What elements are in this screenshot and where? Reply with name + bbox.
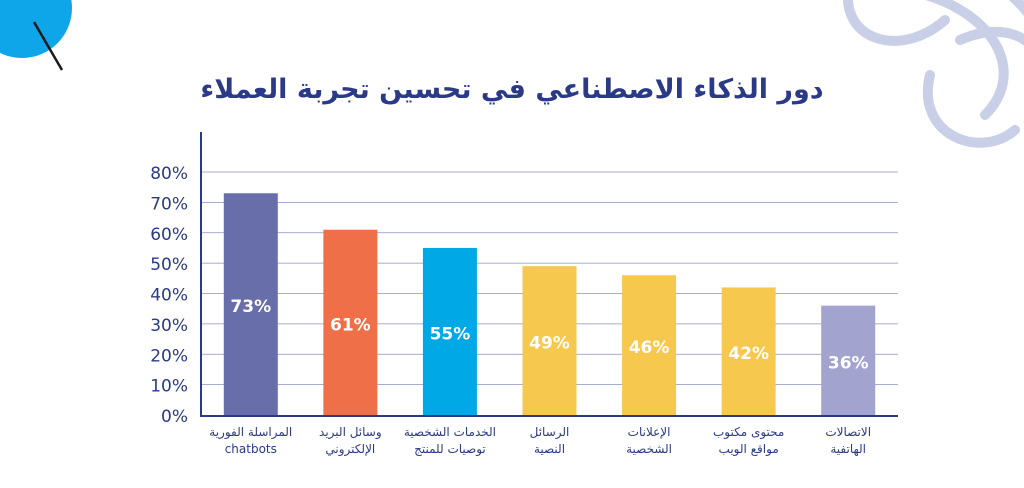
bar [223, 193, 278, 415]
category-label: النصية [534, 442, 565, 456]
category-label: محتوى مكتوب [713, 425, 784, 440]
category-label: الهاتفية [830, 442, 866, 456]
y-tick-labels: 0% 10% 20% 30% 40% 50% 60% 70% 80% [150, 164, 188, 427]
category-label: الخدمات الشخصية [404, 425, 496, 439]
bars-group: 73% 61% 55% 49% 46% 42% 36% [223, 193, 876, 415]
category-label: الرسائل [530, 425, 570, 440]
y-tick-label: 60% [150, 225, 188, 245]
y-tick-label: 40% [150, 286, 188, 306]
y-tick-label: 20% [150, 346, 188, 366]
bar [422, 247, 477, 415]
category-label: مواقع الويب [719, 442, 779, 457]
y-tick-label: 10% [150, 377, 188, 397]
category-label: الاتصالات [825, 425, 871, 439]
bar-value-label: 49% [529, 334, 570, 354]
bar [323, 229, 378, 415]
category-label: وسائل البريد [319, 425, 382, 440]
bar [622, 275, 677, 415]
y-tick-label: 50% [150, 255, 188, 275]
category-labels: المراسلة الفورية chatbots وسائل البريد الإل… [209, 425, 871, 457]
bar [721, 287, 776, 415]
category-label: الإعلانات [628, 425, 671, 439]
bar-value-label: 42% [728, 344, 769, 364]
bar [522, 266, 577, 415]
bar-value-label: 61% [330, 315, 371, 335]
category-label: الإلكتروني [325, 442, 375, 457]
bar-value-label: 55% [430, 324, 471, 344]
bar [821, 305, 876, 415]
bar-value-label: 46% [629, 338, 670, 358]
category-label: الشخصية [626, 442, 672, 456]
decor-knot-graphic [843, 0, 1024, 148]
y-tick-label: 80% [150, 164, 188, 184]
decor-circle-graphic [0, 0, 72, 71]
y-tick-label: 70% [150, 194, 188, 214]
bar-value-label: 36% [828, 353, 869, 373]
chart-title: دور الذكاء الاصطناعي في تحسين تجربة العم… [200, 74, 824, 105]
category-label: chatbots [225, 442, 277, 456]
y-tick-label: 30% [150, 316, 188, 336]
bar-value-label: 73% [230, 297, 271, 317]
grid-lines [201, 171, 898, 386]
category-label: المراسلة الفورية [209, 425, 292, 440]
category-label: توصيات للمنتج [414, 442, 486, 457]
y-tick-label: 0% [161, 407, 188, 427]
